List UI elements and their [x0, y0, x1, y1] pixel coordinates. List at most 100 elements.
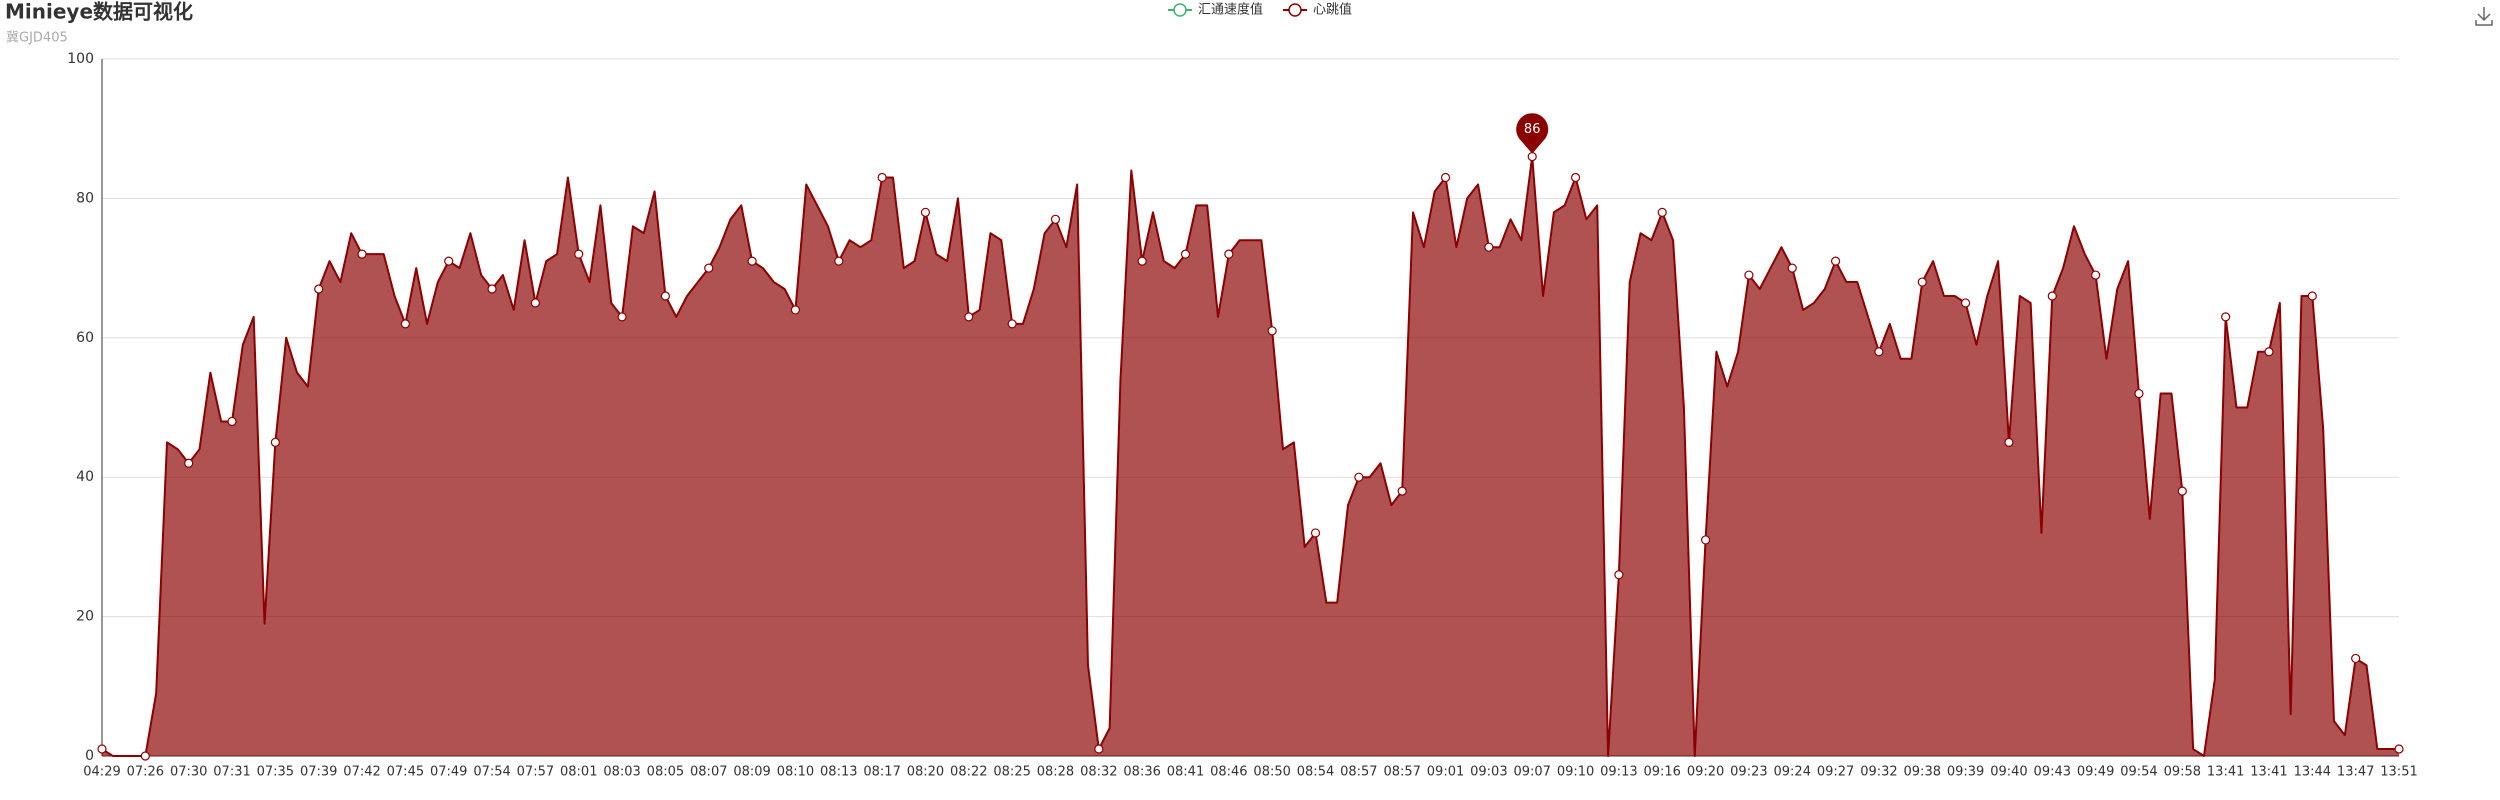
x-tick-label: 08:28 [1037, 765, 1074, 780]
data-point [1137, 256, 1147, 266]
data-point [400, 319, 410, 329]
legend-item[interactable]: 心跳值 [1283, 2, 1352, 18]
x-tick-label: 08:20 [907, 765, 944, 780]
data-point [1267, 326, 1277, 336]
x-tick-label: 08:54 [1297, 765, 1334, 780]
data-point [444, 256, 454, 266]
data-point [2004, 437, 2014, 447]
legend-symbol [1173, 3, 1187, 17]
x-tick-label: 08:10 [777, 765, 814, 780]
y-tick-label: 20 [76, 609, 94, 625]
series-area [102, 156, 2399, 756]
data-point [1570, 172, 1581, 183]
data-point [97, 744, 107, 754]
data-point [1744, 270, 1754, 280]
x-tick-label: 07:39 [300, 765, 337, 780]
data-point [1310, 528, 1321, 538]
data-point [487, 284, 497, 294]
data-point [2351, 653, 2361, 664]
x-tick-label: 08:57 [1383, 765, 1420, 780]
x-tick-label: 13:47 [2337, 765, 2374, 780]
y-tick-label: 100 [67, 51, 94, 67]
data-point [747, 256, 757, 266]
data-point [314, 284, 324, 294]
x-tick-label: 08:01 [560, 765, 597, 780]
data-point [1830, 256, 1841, 266]
data-point [617, 312, 627, 322]
data-point [1180, 249, 1191, 259]
data-point [2047, 291, 2057, 301]
data-point [920, 207, 931, 217]
data-point [660, 291, 671, 301]
x-tick-label: 09:43 [2034, 765, 2071, 780]
x-tick-label: 08:17 [863, 765, 900, 780]
legend-item[interactable]: 汇通速度值 [1168, 2, 1263, 18]
data-point [1917, 277, 1927, 287]
x-tick-label: 07:30 [170, 765, 207, 780]
data-point [1657, 207, 1667, 217]
x-tick-label: 09:38 [1904, 765, 1941, 780]
y-tick-label: 80 [76, 190, 94, 206]
data-point [1094, 744, 1104, 754]
x-tick-label: 07:42 [343, 765, 380, 780]
data-point [184, 458, 194, 468]
x-tick-label: 08:46 [1210, 765, 1247, 780]
x-tick-label: 07:54 [473, 765, 510, 780]
x-tick-label: 09:49 [2077, 765, 2114, 780]
x-tick-label: 08:50 [1253, 765, 1290, 780]
x-tick-label: 09:23 [1730, 765, 1767, 780]
data-point [1440, 172, 1451, 183]
x-tick-label: 09:24 [1774, 765, 1811, 780]
data-point [2177, 486, 2187, 496]
chart-title: Minieye数据可视化 [5, 0, 193, 24]
x-tick-label: 09:10 [1557, 765, 1594, 780]
x-tick-label: 04:29 [83, 765, 120, 780]
x-tick-label: 09:40 [1990, 765, 2027, 780]
data-point [1614, 570, 1624, 580]
x-tick-label: 08:22 [950, 765, 987, 780]
x-tick-label: 09:32 [1860, 765, 1897, 780]
data-point [704, 263, 714, 273]
data-point [1484, 242, 1494, 252]
x-tick-label: 09:39 [1947, 765, 1984, 780]
data-point [2264, 347, 2274, 357]
data-point [2134, 388, 2144, 399]
x-tick-label: 09:07 [1513, 765, 1550, 780]
data-point [1787, 263, 1797, 273]
data-point [2307, 291, 2317, 301]
data-point [270, 437, 280, 447]
data-point [1224, 249, 1234, 259]
data-point [574, 249, 584, 259]
y-tick-label: 60 [76, 330, 94, 346]
x-tick-label: 07:26 [127, 765, 164, 780]
x-tick-label: 13:41 [2207, 765, 2244, 780]
data-point [1961, 298, 1971, 308]
data-point [877, 172, 887, 183]
x-tick-label: 07:35 [257, 765, 294, 780]
data-point [357, 249, 367, 259]
x-tick-label: 13:51 [2380, 765, 2417, 780]
data-point [1397, 486, 1407, 496]
data-point [1874, 347, 1884, 357]
x-tick-label: 09:16 [1643, 765, 1680, 780]
y-tick-label: 0 [85, 748, 94, 764]
x-tick-label: 09:54 [2120, 765, 2157, 780]
x-tick-label: 08:03 [603, 765, 640, 780]
x-tick-label: 09:27 [1817, 765, 1854, 780]
x-tick-label: 09:01 [1427, 765, 1464, 780]
x-tick-label: 08:25 [993, 765, 1030, 780]
data-point [834, 256, 844, 266]
series-line [101, 155, 2399, 757]
max-marker [1516, 113, 1549, 154]
x-tick-label: 07:57 [517, 765, 554, 780]
x-tick-label: 08:09 [733, 765, 770, 780]
data-point [790, 305, 801, 315]
download-icon[interactable] [2475, 7, 2493, 26]
data-point [964, 312, 974, 322]
x-tick-label: 07:49 [430, 765, 467, 780]
data-point [227, 416, 237, 427]
data-point [1050, 214, 1061, 224]
x-tick-label: 08:36 [1123, 765, 1160, 780]
chart-subtitle: 冀GJD405 [6, 30, 68, 46]
